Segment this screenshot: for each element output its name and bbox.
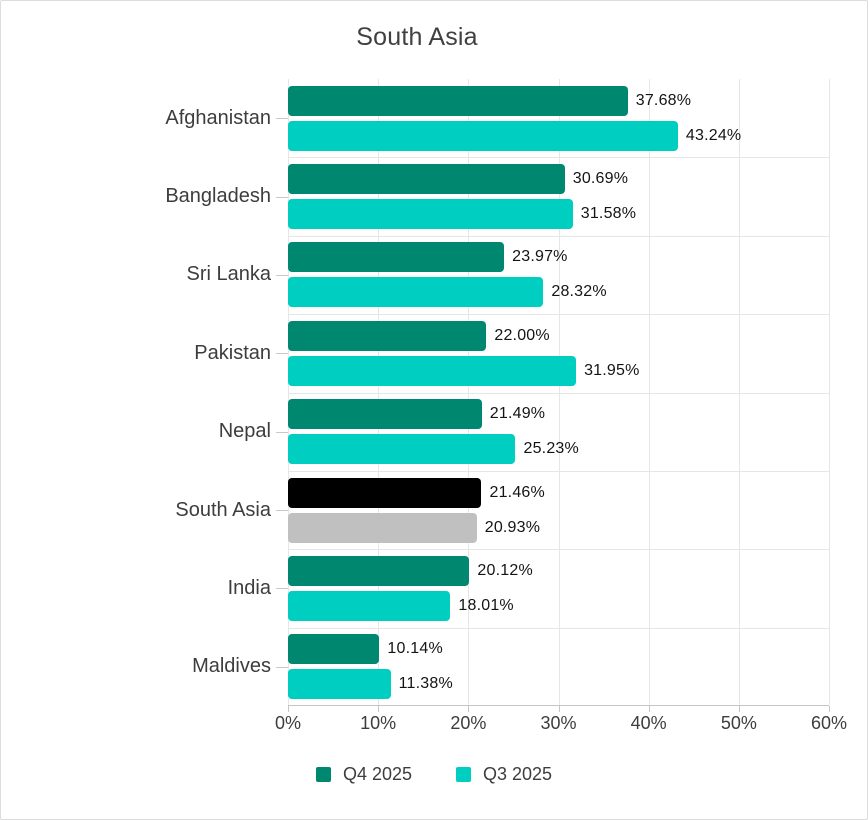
x-axis-tick-mark: [468, 706, 470, 712]
bar-q3-2025-nepal[interactable]: 25.23%: [288, 434, 579, 465]
legend-item-q3-2025[interactable]: Q3 2025: [456, 764, 552, 785]
category-tick: [276, 666, 288, 668]
bar-q4-2025-afghanistan[interactable]: 37.68%: [288, 85, 691, 116]
bar-q3-2025-south-asia[interactable]: 20.93%: [288, 512, 540, 543]
x-axis-label: 60%: [810, 713, 848, 733]
x-axis-tick-mark: [648, 706, 650, 712]
legend-swatch-icon: [456, 767, 471, 782]
bar-q4-2025-bangladesh[interactable]: 30.69%: [288, 164, 628, 195]
grid-line-vertical: [288, 79, 289, 705]
bar-q4-2025-nepal[interactable]: 21.49%: [288, 399, 545, 430]
category-label-sri-lanka: Sri Lanka: [186, 263, 272, 286]
legend: Q4 2025 Q3 2025: [1, 764, 867, 785]
grid-line-horizontal: [288, 314, 829, 316]
x-axis-tick-mark: [738, 706, 740, 712]
bar-value-label: 22.00%: [494, 326, 550, 344]
bar-value-label: 30.69%: [572, 170, 629, 188]
legend-swatch-icon: [315, 767, 331, 782]
bar-q4-2025-sri-lanka[interactable]: 23.97%: [288, 242, 567, 273]
grid-line-vertical: [378, 79, 380, 705]
category-tick: [276, 588, 288, 590]
bar-value-label: 10.14%: [387, 640, 443, 658]
bar-q3-2025-pakistan[interactable]: 31.95%: [288, 355, 639, 386]
bar-q4-2025-south-asia[interactable]: 21.46%: [288, 477, 545, 508]
x-axis-tick-mark: [829, 706, 830, 712]
bar-q4-2025-pakistan[interactable]: 22.00%: [288, 320, 550, 351]
bar-value-label: 43.24%: [685, 126, 742, 144]
category-tick: [276, 431, 288, 433]
bar-value-label: 28.32%: [551, 283, 607, 301]
category-tick: [276, 510, 288, 512]
bar-value-label: 20.93%: [484, 518, 541, 536]
category-tick: [276, 353, 288, 355]
bar-value-label: 18.01%: [458, 596, 514, 614]
bar-value-label: 31.58%: [580, 205, 637, 223]
grid-line-horizontal: [288, 235, 829, 237]
category-label-nepal: Nepal: [218, 420, 271, 443]
category-label-india: India: [227, 576, 271, 599]
bar-value-label: 37.68%: [635, 91, 692, 109]
x-axis-label: 30%: [540, 713, 577, 733]
grid-line-vertical: [558, 79, 560, 705]
bar-value-label: 25.23%: [523, 440, 579, 458]
category-tick: [276, 118, 288, 120]
category-tick: [276, 196, 288, 198]
bar-value-label: 23.97%: [512, 248, 568, 266]
x-axis-labels: 0% 10% 20% 30% 40% 50% 60%: [275, 713, 847, 737]
category-tick: [276, 274, 288, 276]
grid-line-horizontal: [288, 627, 829, 629]
bar-q3-2025-afghanistan[interactable]: 43.24%: [288, 120, 741, 151]
category-label-maldives: Maldives: [192, 655, 271, 678]
category-label-afghanistan: Afghanistan: [165, 106, 271, 129]
grid-line-horizontal: [288, 157, 829, 159]
bar-q4-2025-india[interactable]: 20.12%: [288, 555, 533, 586]
bar-q3-2025-sri-lanka[interactable]: 28.32%: [288, 277, 607, 308]
bar-value-label: 21.46%: [489, 483, 545, 501]
category-label-south-asia: South Asia: [175, 498, 271, 521]
legend-item-label: Q3 2025: [483, 764, 553, 784]
category-label-pakistan: Pakistan: [194, 341, 271, 364]
bar-q3-2025-bangladesh[interactable]: 31.58%: [288, 199, 636, 230]
x-axis-label: 20%: [450, 713, 487, 733]
legend-item-label: Q4 2025: [342, 764, 412, 784]
bar-q4-2025-maldives[interactable]: 10.14%: [288, 634, 443, 665]
bar-value-label: 21.49%: [489, 405, 546, 423]
x-axis-label: 50%: [720, 713, 757, 733]
legend-item-q4-2025[interactable]: Q4 2025: [315, 764, 412, 785]
x-axis-tick-mark: [378, 706, 380, 712]
grid-line-horizontal: [288, 549, 829, 551]
x-axis-label: 10%: [360, 713, 397, 733]
bar-value-label: 31.95%: [584, 361, 640, 379]
grid-line-horizontal: [288, 392, 829, 394]
bar-q3-2025-india[interactable]: 18.01%: [288, 590, 514, 621]
x-axis-tick-mark: [558, 706, 560, 712]
plot-area: 37.68% 43.24% 30.69% 31.58% 23.97% 28.32% 22.0…: [288, 79, 830, 712]
x-axis-label: 40%: [630, 713, 667, 733]
x-axis-tick-mark: [288, 706, 289, 712]
grid-line-horizontal: [288, 470, 829, 472]
bar-value-label: 20.12%: [477, 561, 533, 579]
grid-line-vertical: [738, 79, 740, 705]
grid-line-vertical: [648, 79, 650, 705]
grid-line-vertical: [829, 79, 830, 705]
grid-line-vertical: [468, 79, 470, 705]
y-axis: Afghanistan Bangladesh Sri Lanka Pakistan Ne…: [1, 79, 271, 706]
bar-value-label: 11.38%: [398, 675, 453, 693]
chart-title: South Asia: [356, 23, 478, 51]
bar-q3-2025-maldives[interactable]: 11.38%: [288, 669, 453, 700]
category-label-bangladesh: Bangladesh: [165, 185, 271, 208]
x-axis-label: 0%: [274, 713, 302, 733]
